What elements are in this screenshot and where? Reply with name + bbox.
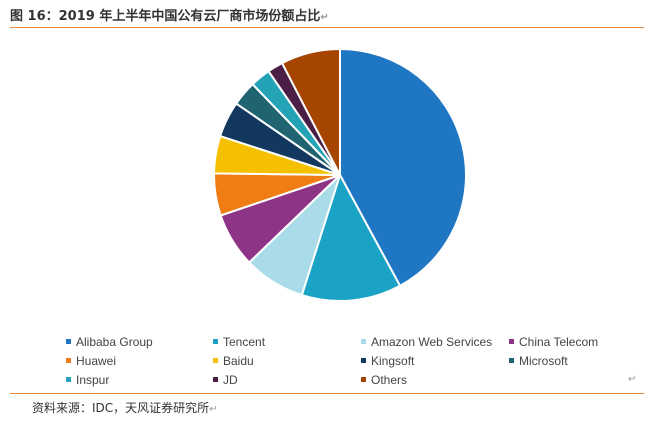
legend-label: Others: [371, 373, 407, 387]
legend-item-baidu: Baidu: [213, 354, 254, 368]
source-text: 资料来源：IDC，天风证券研究所: [32, 401, 210, 415]
return-mark: ↵: [628, 374, 637, 385]
legend-swatch: [213, 377, 218, 382]
pie-slice-alibaba-group: [339, 47, 467, 288]
legend-swatch: [361, 377, 366, 382]
legend-swatch: [66, 358, 71, 363]
top-divider: [10, 27, 644, 28]
legend-label: China Telecom: [519, 335, 598, 349]
legend-item-inspur: Inspur: [66, 373, 109, 387]
legend-item-kingsoft: Kingsoft: [361, 354, 415, 368]
pie-slices: [212, 47, 467, 302]
chart-title-text: 图 16：2019 年上半年中国公有云厂商市场份额占比: [10, 9, 321, 24]
legend-label: Amazon Web Services: [371, 335, 492, 349]
legend-label: Huawei: [76, 354, 116, 368]
pie-slice-others: [280, 47, 341, 176]
bottom-divider: [10, 393, 644, 394]
legend: Alibaba Group Tencent Amazon Web Services C…: [66, 335, 598, 387]
legend-label: Microsoft: [519, 354, 568, 368]
legend-label: Kingsoft: [371, 354, 415, 368]
legend-item-others: Others: [361, 373, 407, 387]
legend-item-alibaba-group: Alibaba Group: [66, 335, 153, 349]
legend-label: Inspur: [76, 373, 109, 387]
legend-item-microsoft: Microsoft: [509, 354, 568, 368]
legend-swatch: [213, 339, 218, 344]
source-note: 资料来源：IDC，天风证券研究所↵: [32, 399, 218, 416]
legend-item-jd: JD: [213, 373, 238, 387]
return-mark: ↵: [320, 12, 329, 23]
pie-slice-tencent: [300, 172, 402, 302]
chart-title: 图 16：2019 年上半年中国公有云厂商市场份额占比↵: [10, 5, 329, 24]
legend-swatch: [361, 358, 366, 363]
legend-label: Baidu: [223, 354, 254, 368]
legend-swatch: [509, 339, 514, 344]
legend-swatch: [361, 339, 366, 344]
legend-item-amazon-web-services: Amazon Web Services: [361, 335, 492, 349]
legend-swatch: [213, 358, 218, 363]
legend-label: JD: [223, 373, 238, 387]
legend-item-tencent: Tencent: [213, 335, 266, 349]
return-mark: ↵: [209, 404, 218, 415]
legend-item-china-telecom: China Telecom: [509, 335, 598, 349]
legend-swatch: [509, 358, 514, 363]
legend-label: Alibaba Group: [76, 335, 153, 349]
legend-swatch: [66, 377, 71, 382]
legend-label: Tencent: [223, 335, 266, 349]
legend-item-huawei: Huawei: [66, 354, 116, 368]
legend-swatch: [66, 339, 71, 344]
